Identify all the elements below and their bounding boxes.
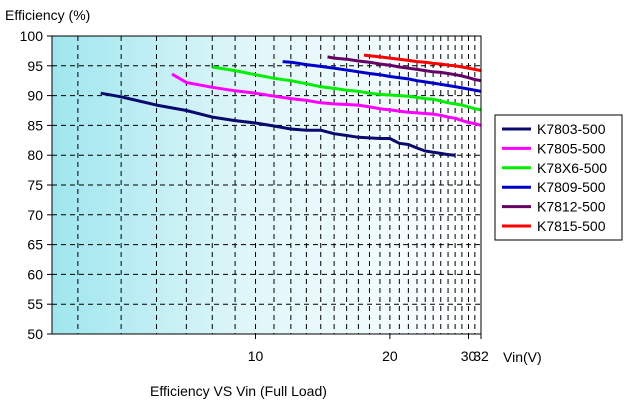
- legend-box: [494, 114, 623, 241]
- chart-title: Efficiency VS Vin (Full Load): [150, 383, 327, 399]
- series-line-k7815-500: [363, 53, 482, 73]
- grid: [52, 36, 481, 334]
- legend-label: K7803-500: [537, 121, 606, 137]
- y-tick-label: 90: [27, 88, 43, 104]
- plot-frame: [51, 35, 482, 335]
- legend-label: K7815-500: [537, 218, 606, 234]
- y-tick-label: 75: [27, 177, 43, 193]
- series-line-k7803-500: [100, 91, 456, 157]
- legend-label: K78X6-500: [537, 160, 607, 176]
- y-tick-label: 55: [27, 296, 43, 312]
- y-axis-label: Efficiency (%): [5, 7, 90, 23]
- y-tick-label: 70: [27, 207, 43, 223]
- y-axis-ticks: 50 55 60 65 70 75 80 85 90 95 100: [20, 28, 52, 342]
- series-lines: [100, 53, 482, 157]
- legend-label: K7812-500: [537, 199, 606, 215]
- y-tick-label: 100: [20, 28, 44, 44]
- series-line-k7805-500: [171, 72, 482, 127]
- x-tick-label: 32: [473, 348, 489, 364]
- x-axis-label: Vin(V): [503, 349, 542, 365]
- legend-label: K7805-500: [537, 140, 606, 156]
- series-line-k78x6-500: [212, 65, 482, 112]
- y-tick-label: 60: [27, 266, 43, 282]
- y-tick-label: 65: [27, 237, 43, 253]
- y-tick-label: 95: [27, 58, 43, 74]
- x-tick-label: 10: [248, 348, 264, 364]
- series-line-k7809-500: [282, 60, 482, 93]
- y-tick-label: 85: [27, 117, 43, 133]
- plot-area: [52, 36, 481, 334]
- y-tick-label: 80: [27, 147, 43, 163]
- legend: K7803-500 K7805-500 K78X6-500 K7809-500 K781…: [494, 114, 623, 241]
- y-tick-label: 50: [27, 326, 43, 342]
- legend-label: K7809-500: [537, 179, 606, 195]
- series-line-k7812-500: [327, 55, 482, 83]
- x-tick-label: 30: [461, 348, 477, 364]
- x-tick-label: 20: [382, 348, 398, 364]
